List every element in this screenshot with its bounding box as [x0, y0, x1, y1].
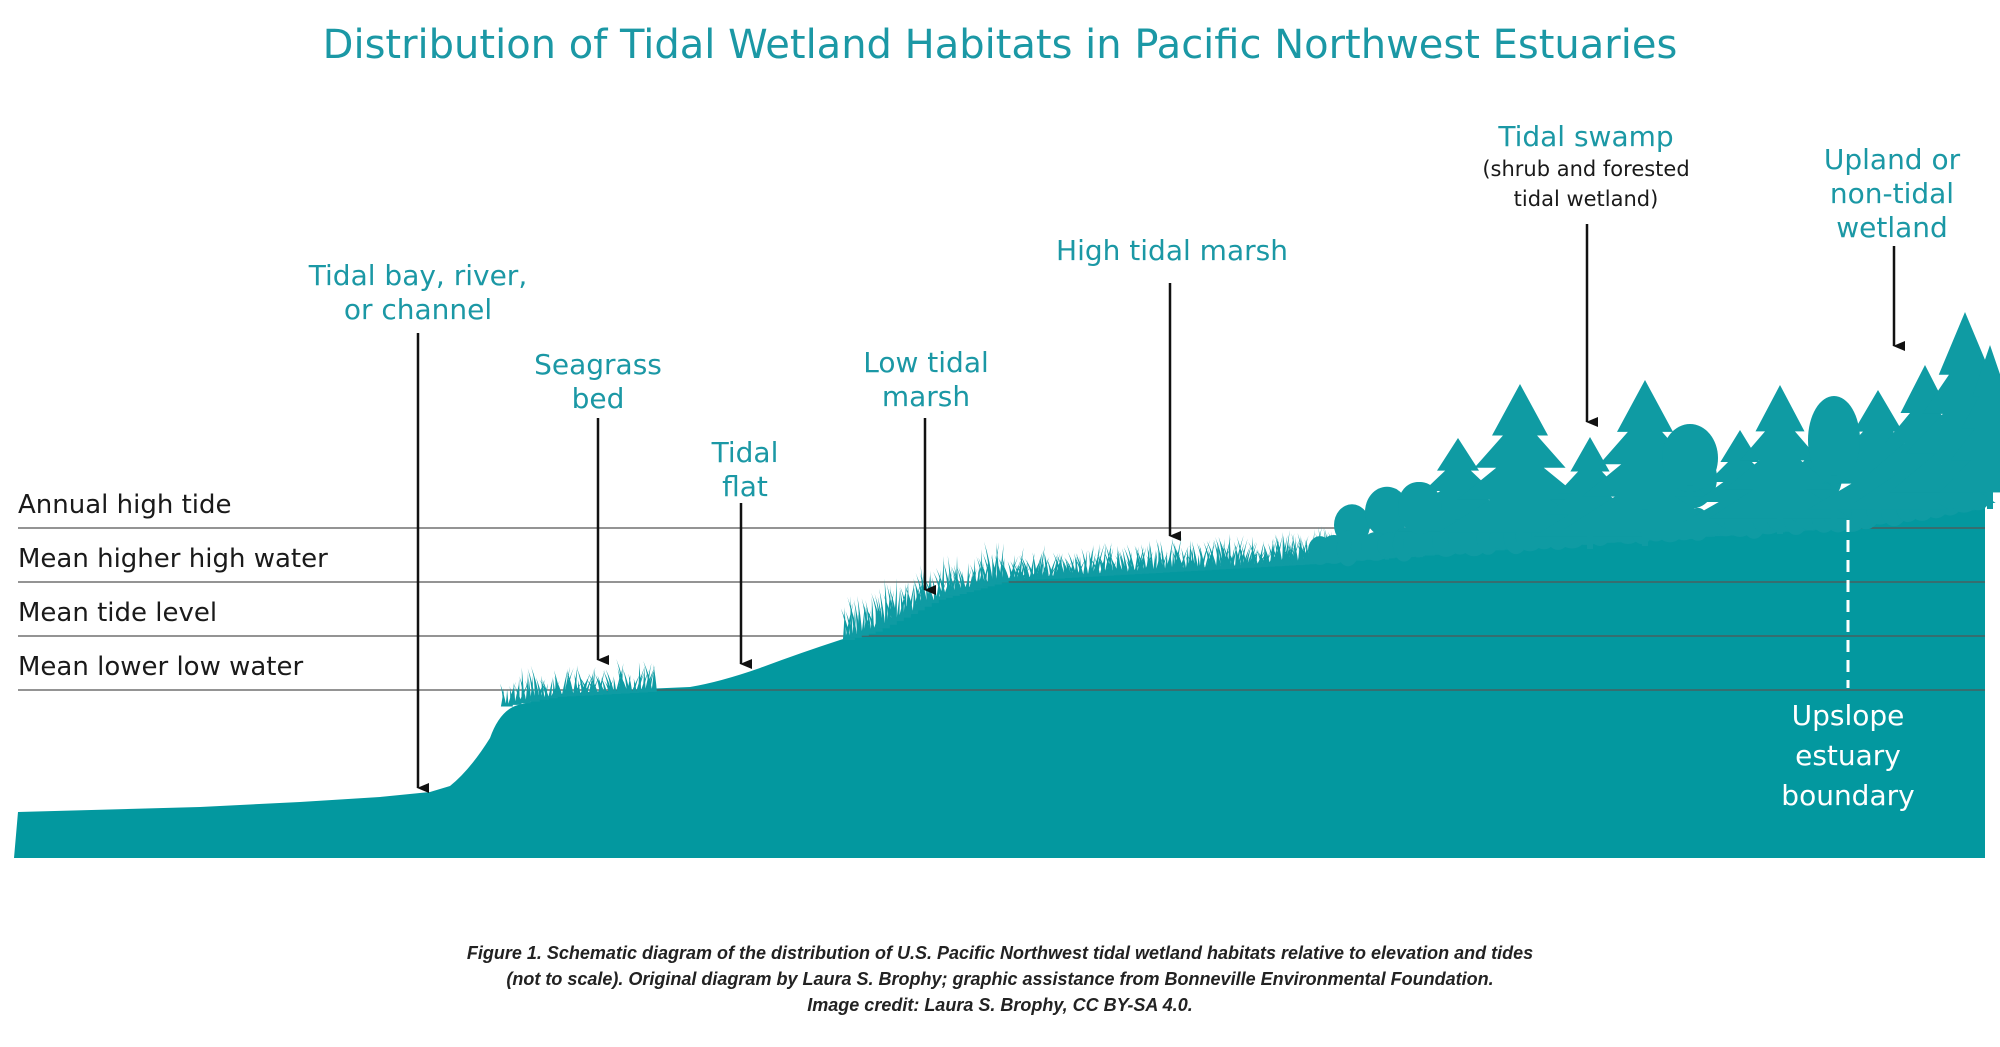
seagrass-tuft	[518, 667, 531, 704]
tree-trunk	[1777, 501, 1783, 534]
marsh-grass-tuft	[1094, 542, 1107, 577]
habitat-label-line: High tidal marsh	[1056, 234, 1288, 267]
marsh-grass-tuft	[1269, 538, 1289, 567]
habitat-label-low-marsh: Low tidal marsh	[863, 346, 989, 414]
habitat-label-line: non-tidal	[1829, 177, 1955, 210]
conifer-tree	[1564, 380, 1726, 530]
caption-line: Image credit: Laura S. Brophy, CC BY-SA …	[807, 995, 1193, 1015]
habitat-label-line: Seagrass	[534, 348, 662, 381]
tide-label-annual-high: Annual high tide	[18, 490, 232, 520]
habitat-label-tidal-swamp: Tidal swamp (shrub and forested tidal we…	[1482, 120, 1689, 214]
marsh-grass-tuft	[1185, 544, 1205, 571]
habitat-label-high-marsh: High tidal marsh	[1056, 234, 1288, 268]
habitat-label-line: wetland	[1836, 211, 1948, 244]
habitat-label-tidal-bay: Tidal bay, river, or channel	[309, 259, 527, 327]
marsh-grass-tuft	[1257, 542, 1275, 567]
seagrass-tuft	[576, 666, 596, 696]
tree-trunk	[1687, 485, 1693, 539]
seagrass-tuft	[603, 669, 624, 694]
marsh-grass-tuft	[1143, 540, 1156, 574]
seagrass-tuft	[643, 661, 657, 693]
marsh-grass-tuft	[1283, 530, 1296, 566]
tree-trunk	[1517, 512, 1523, 549]
seagrass-tuft	[509, 678, 522, 705]
tide-label-mhhw: Mean higher high water	[18, 544, 328, 574]
boundary-label-line: Upslope	[1791, 699, 1905, 732]
habitat-label-line: or channel	[343, 293, 493, 326]
marsh-grass-tuft	[1038, 553, 1058, 580]
marsh-grass-tuft	[1255, 543, 1268, 568]
marsh-grass-tuft	[883, 578, 897, 625]
deciduous-crown	[1662, 424, 1718, 492]
marsh-grass-tuft	[1233, 536, 1248, 569]
marsh-grass-tuft	[1073, 552, 1086, 578]
tree-trunk	[1922, 485, 1928, 519]
habitat-label-line: flat	[722, 470, 768, 503]
habitat-label-seagrass: Seagrass bed	[534, 348, 662, 416]
diagram-title: Distribution of Tidal Wetland Habitats i…	[322, 22, 1678, 68]
figure-caption: Figure 1. Schematic diagram of the distr…	[0, 940, 2000, 1018]
marsh-grass-tuft	[931, 569, 954, 600]
marsh-grass-tuft	[1272, 535, 1285, 567]
habitat-label-line: Tidal	[711, 436, 779, 469]
marsh-grass-tuft	[889, 588, 904, 622]
seagrass-tuft	[572, 673, 591, 696]
marsh-grass-tuft	[1052, 552, 1073, 579]
habitat-sublabel-line: (shrub and forested	[1482, 157, 1690, 181]
tree-trunk	[1587, 523, 1593, 549]
habitat-label-line: Tidal bay, river,	[308, 259, 528, 292]
seagrass-tufts	[500, 658, 657, 707]
seagrass-tuft	[616, 658, 630, 694]
marsh-grass-tuft	[1282, 541, 1295, 566]
marsh-grass-tuft	[1164, 542, 1177, 573]
habitat-label-tidal-flat: Tidal flat	[712, 436, 779, 504]
conifer-tree	[1939, 345, 2000, 493]
seagrass-tuft	[527, 665, 540, 702]
caption-line: Figure 1. Schematic diagram of the distr…	[466, 943, 1534, 963]
deciduous-crown	[1808, 396, 1860, 484]
habitat-label-upland: Upland or non-tidal wetland	[1824, 143, 1960, 245]
marsh-grass-tuft	[1065, 551, 1079, 578]
marsh-grass-tuft	[1024, 545, 1050, 580]
tree-trunk	[1417, 528, 1423, 558]
marsh-grass-tuft	[1226, 533, 1245, 569]
seagrass-tuft	[553, 667, 574, 697]
marsh-grass-tuft	[1135, 543, 1150, 574]
deciduous-crown	[1398, 482, 1442, 534]
tide-label-mtl: Mean tide level	[18, 598, 218, 628]
boundary-label-line: boundary	[1781, 779, 1915, 812]
shrub-crown	[1365, 486, 1409, 538]
marsh-grass-tuft	[905, 579, 924, 614]
tree-trunk	[1831, 475, 1837, 530]
habitat-label-line: bed	[571, 382, 625, 415]
tree-trunk	[1642, 509, 1648, 546]
boundary-label-line: estuary	[1795, 739, 1901, 772]
habitat-label-line: Tidal swamp	[1498, 120, 1674, 153]
tree-trunk	[1987, 473, 1993, 509]
conifer-tree	[1439, 384, 1601, 533]
marsh-grass-tuft	[840, 596, 857, 640]
seagrass-tuft	[626, 672, 645, 694]
habitat-label-line: Upland or	[1823, 143, 1961, 176]
tree-trunk	[1875, 494, 1881, 524]
habitat-label-line: marsh	[881, 380, 971, 413]
tide-label-mllw: Mean lower low water	[18, 652, 304, 682]
terrain-profile	[14, 505, 1985, 858]
forest-trees	[1397, 312, 2000, 558]
marsh-grass-tuft	[1185, 540, 1198, 571]
boundary-label: Upslope estuary boundary	[1781, 696, 1914, 816]
habitat-label-line: Low tidal	[863, 346, 989, 379]
habitat-sublabel-line: tidal wetland)	[1513, 187, 1659, 211]
seagrass-tuft	[539, 674, 561, 699]
tree-trunk	[1737, 510, 1743, 534]
caption-line: (not to scale). Original diagram by Laur…	[506, 969, 1494, 989]
seagrass-tuft	[563, 665, 578, 697]
marsh-grass-tuft	[1103, 549, 1121, 576]
conifer-tree	[1709, 385, 1851, 519]
marsh-grass-tuft	[968, 558, 981, 591]
marsh-grass-tuft	[1287, 532, 1305, 565]
